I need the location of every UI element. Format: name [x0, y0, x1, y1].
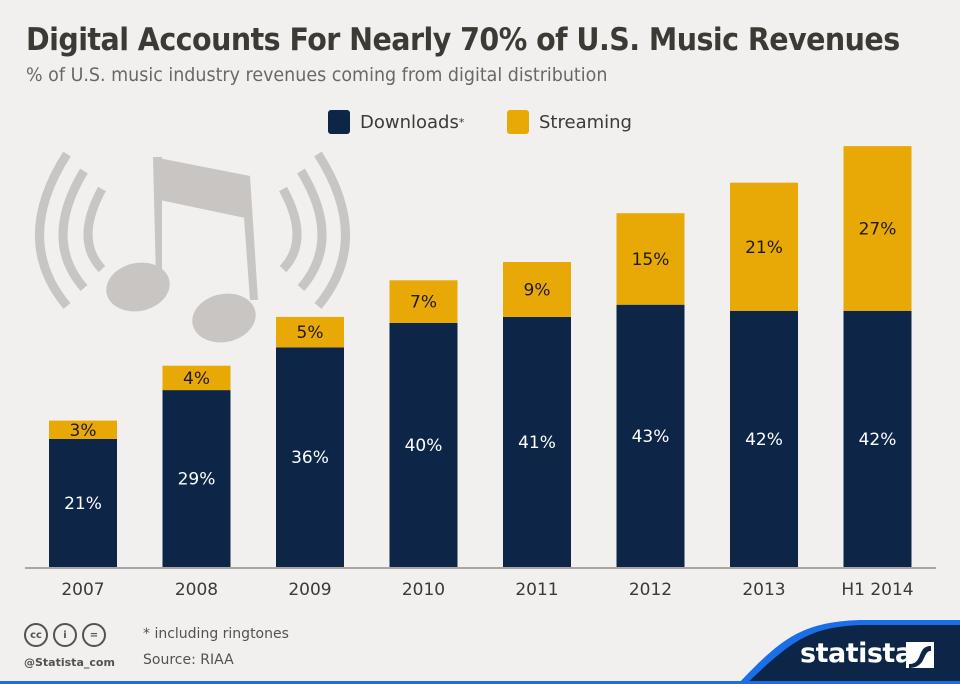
music-note-icon [106, 157, 258, 343]
legend-swatch-streaming [507, 110, 529, 134]
music-note-broadcast-icon [35, 151, 350, 309]
bar-downloads-2008 [162, 390, 231, 567]
data-label-downloads-2008: 29% [178, 470, 216, 490]
data-label-streaming-2012: 15% [632, 250, 670, 270]
data-label-downloads-2011: 41% [518, 433, 556, 453]
no-derivatives-icon: = [82, 623, 106, 647]
license-icons: cc i = [24, 623, 106, 647]
legend-swatch-downloads [328, 110, 350, 134]
wave-right-middle [297, 168, 327, 291]
bar-downloads-2009 [276, 347, 344, 567]
data-label-streaming-h1-2014: 27% [859, 219, 897, 239]
bar-downloads-2007 [49, 438, 117, 567]
statista-logo-text[interactable]: statista [800, 638, 913, 669]
bar-streaming-h1-2014 [843, 146, 912, 311]
data-label-streaming-2010: 7% [410, 293, 437, 313]
bar-downloads-2013 [730, 310, 798, 567]
note-stem-left [153, 157, 162, 280]
wave-right-outer [314, 151, 350, 309]
x-tick-label: 2012 [629, 580, 672, 600]
bar-series-group: 21% 3% 29% 4% 36% 5% 40% 7% 41% 9% 43% 15% 42% 21% 42%… [49, 146, 912, 567]
legend-label-downloads: Downloads [360, 111, 459, 133]
wave-left-outer [35, 151, 71, 309]
legend-item-downloads: Downloads * [328, 110, 464, 134]
bar-streaming-2010 [389, 280, 458, 323]
source-note: Source: RIAA [143, 652, 234, 668]
data-label-streaming-2013: 21% [745, 238, 783, 258]
bar-streaming-2008 [162, 365, 231, 391]
bar-downloads-2011 [503, 316, 571, 567]
note-beam [153, 157, 250, 219]
twitter-handle[interactable]: @Statista_com [24, 656, 115, 669]
chart-title: Digital Accounts For Nearly 70% of U.S. … [26, 22, 900, 58]
data-label-downloads-2013: 42% [745, 430, 783, 450]
wave-left-middle [58, 168, 88, 291]
bar-streaming-2009 [276, 316, 344, 348]
x-tick-label: H1 2014 [841, 580, 913, 600]
x-tick-label: 2011 [515, 580, 558, 600]
data-label-downloads-2009: 36% [291, 448, 329, 468]
wave-left-inner [83, 186, 106, 273]
data-label-downloads-2012: 43% [632, 427, 670, 447]
creative-commons-icon: cc [24, 623, 48, 647]
data-label-streaming-2009: 5% [297, 323, 324, 343]
bar-downloads-2012 [616, 304, 685, 567]
wave-right-inner [279, 186, 302, 273]
note-stem-right [241, 176, 258, 300]
data-label-downloads-2007: 21% [64, 494, 102, 514]
x-axis-tick-labels: 2007 2008 2009 2010 2011 2012 2013 H1 2014 [61, 580, 913, 600]
x-tick-label: 2007 [61, 580, 104, 600]
legend-item-streaming: Streaming [507, 110, 632, 134]
legend: Downloads * Streaming [0, 110, 960, 136]
bar-streaming-2013 [730, 182, 798, 311]
data-label-downloads-h1-2014: 42% [859, 430, 897, 450]
bar-streaming-2007 [49, 420, 117, 439]
statista-logo-icon [906, 642, 934, 668]
chart-subtitle: % of U.S. music industry revenues coming… [26, 64, 608, 86]
attribution-icon: i [53, 623, 77, 647]
bar-streaming-2012 [616, 213, 685, 305]
data-label-streaming-2007: 3% [70, 421, 97, 441]
legend-asterisk: * [458, 115, 465, 129]
note-head-left [106, 262, 170, 312]
x-tick-label: 2013 [742, 580, 785, 600]
footnote: * including ringtones [143, 626, 289, 642]
data-label-streaming-2008: 4% [183, 369, 210, 389]
legend-label-streaming: Streaming [539, 111, 632, 133]
data-label-downloads-2010: 40% [405, 436, 443, 456]
data-label-streaming-2011: 9% [524, 280, 551, 300]
bar-downloads-h1-2014 [843, 310, 912, 567]
x-tick-label: 2010 [402, 580, 445, 600]
note-head-right [192, 293, 256, 343]
bar-downloads-2010 [389, 323, 458, 567]
footer-band [746, 625, 960, 684]
footer-bottom-line [0, 681, 960, 684]
bar-streaming-2011 [503, 262, 571, 317]
x-tick-label: 2008 [175, 580, 218, 600]
x-tick-label: 2009 [288, 580, 331, 600]
